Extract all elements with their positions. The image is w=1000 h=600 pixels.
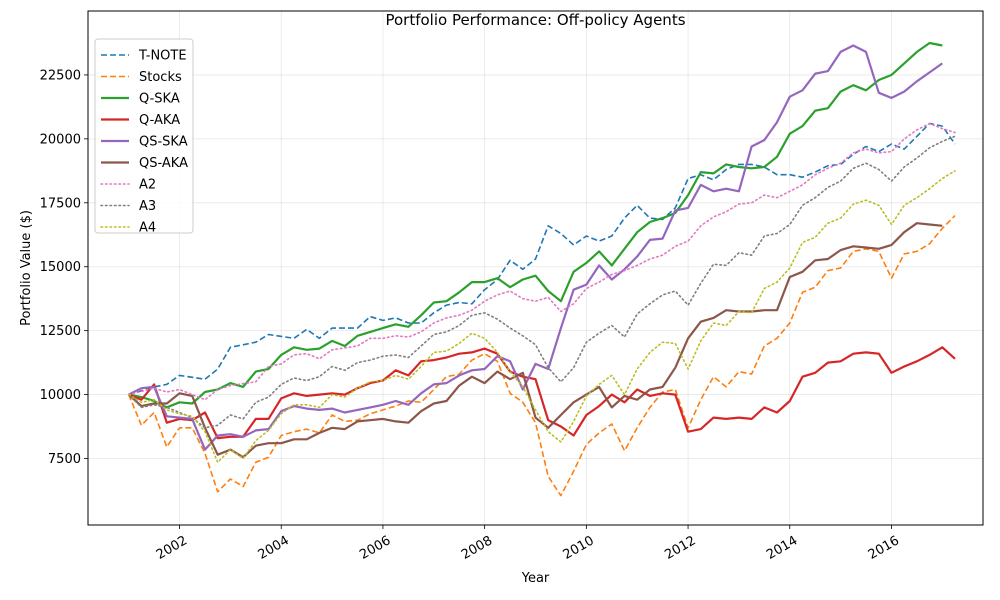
y-tick-label: 15000: [40, 260, 81, 275]
legend-label: A4: [139, 221, 156, 236]
y-tick-label: 22500: [40, 68, 81, 83]
chart-title: Portfolio Performance: Off-policy Agents: [385, 11, 685, 29]
legend-label: QS-SKA: [139, 135, 188, 150]
legend-label: T-NOTE: [138, 49, 187, 64]
y-tick-label: 12500: [40, 324, 81, 339]
legend-label: Q-AKA: [139, 113, 180, 128]
legend: T-NOTE Stocks Q-SKA Q-AKA QS-SKA QS-AKA A2 A3 A4: [95, 39, 193, 236]
x-axis-title: Year: [521, 571, 550, 586]
legend-label: A2: [139, 178, 156, 193]
y-axis-title: Portfolio Value ($): [19, 210, 34, 326]
y-tick-label: 7500: [48, 452, 81, 467]
y-tick-label: 20000: [40, 132, 81, 147]
legend-label: Q-SKA: [139, 92, 180, 107]
legend-label: QS-AKA: [139, 156, 188, 171]
y-tick-label: 10000: [40, 388, 81, 403]
legend-label: Stocks: [139, 70, 182, 85]
legend-label: A3: [139, 199, 156, 214]
y-tick-label: 17500: [40, 196, 81, 211]
